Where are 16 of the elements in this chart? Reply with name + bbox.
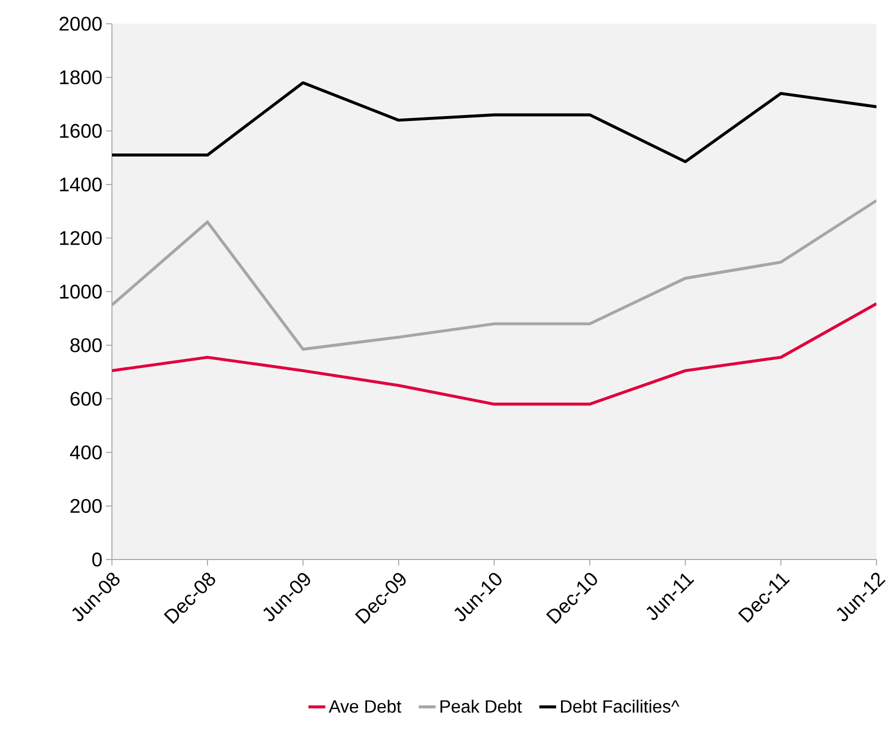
y-tick-label: 2000 [60,16,102,31]
y-tick-label: 200 [70,499,102,513]
y-tick-label: 400 [70,445,102,460]
y-tick-label: 1600 [60,124,102,138]
line-series [112,302,876,406]
y-tick-label: 1400 [60,178,102,192]
y-tick-label: 0 [92,552,102,567]
legend-label: Debt Facilities^ [561,700,680,713]
y-tick-label: 1800 [60,70,102,84]
y-tick-label: 1000 [60,284,102,299]
legend-label: Peak Debt [440,700,522,713]
y-tick-label: 800 [70,338,102,352]
line-series [112,81,876,164]
legend-label: Ave Debt [328,700,402,713]
y-tick-label: 600 [70,392,102,406]
y-tick-label: 1200 [60,231,102,246]
